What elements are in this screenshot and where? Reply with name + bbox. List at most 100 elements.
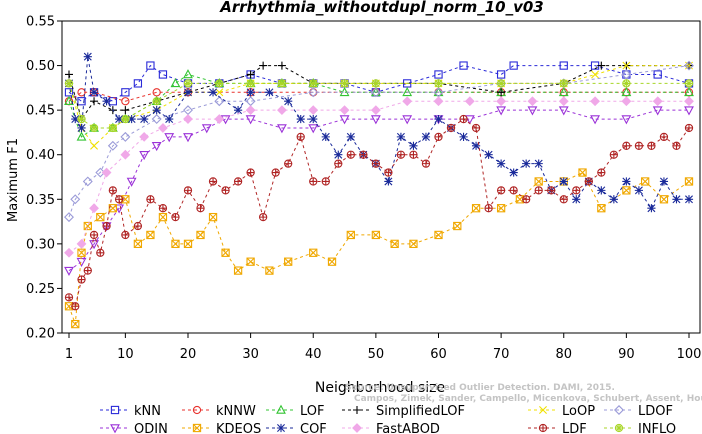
legend-marker xyxy=(539,406,547,414)
data-point xyxy=(284,97,293,106)
legend-marker xyxy=(538,423,548,433)
data-point xyxy=(308,105,319,116)
data-point xyxy=(471,141,481,150)
data-point xyxy=(558,96,569,107)
data-point xyxy=(396,150,406,159)
data-point xyxy=(89,88,99,97)
data-point xyxy=(158,123,168,133)
data-point xyxy=(215,88,224,97)
data-point xyxy=(621,69,632,80)
data-point xyxy=(597,186,606,195)
data-point xyxy=(421,159,431,168)
data-point xyxy=(684,195,694,204)
data-point xyxy=(621,96,632,107)
data-point xyxy=(208,177,218,186)
data-point xyxy=(246,257,255,266)
data-point xyxy=(597,204,606,213)
data-point xyxy=(471,123,481,133)
data-point xyxy=(215,79,224,88)
data-point xyxy=(108,186,117,195)
data-point xyxy=(70,194,81,205)
data-point xyxy=(158,204,168,213)
data-point xyxy=(459,61,468,70)
data-point xyxy=(133,239,143,249)
data-point xyxy=(653,70,662,79)
data-point xyxy=(534,186,543,195)
data-point xyxy=(201,124,212,134)
data-point xyxy=(89,203,99,214)
source-watermark: Source: Unsupervised Outlier Detection. … xyxy=(345,383,702,405)
data-point xyxy=(127,114,136,124)
data-point xyxy=(496,96,507,107)
y-tick-label: 0.30 xyxy=(26,237,55,252)
y-axis-label: Maximum F1 xyxy=(6,138,21,222)
data-point xyxy=(590,115,600,125)
data-point xyxy=(246,88,255,97)
data-point xyxy=(309,114,318,124)
data-point xyxy=(64,79,74,88)
legend-marker xyxy=(276,423,286,433)
data-point xyxy=(672,195,681,204)
data-point xyxy=(164,133,175,143)
data-point xyxy=(496,204,506,213)
data-point xyxy=(496,186,506,195)
data-point xyxy=(684,123,694,133)
data-point xyxy=(309,79,318,88)
legend-label: kNNW xyxy=(216,404,256,419)
data-point xyxy=(183,69,193,79)
data-point xyxy=(384,168,393,177)
data-point xyxy=(509,186,518,195)
data-point xyxy=(434,70,443,79)
data-point xyxy=(334,159,343,168)
x-tick-label: 60 xyxy=(430,347,447,362)
legend-label: SimplifiedLOF xyxy=(376,404,465,419)
data-point xyxy=(527,96,538,107)
data-point xyxy=(82,176,93,187)
data-point xyxy=(496,70,506,79)
data-point xyxy=(171,239,180,249)
data-point xyxy=(101,167,112,178)
data-point xyxy=(484,204,493,213)
legend-marker xyxy=(276,404,286,414)
data-point xyxy=(622,186,631,195)
data-point xyxy=(597,168,606,177)
data-point xyxy=(102,221,111,231)
y-tick-label: 0.50 xyxy=(26,59,55,74)
data-point xyxy=(246,79,255,88)
data-point xyxy=(77,248,86,257)
data-point xyxy=(659,195,669,204)
data-point xyxy=(402,115,413,125)
series-fastabod xyxy=(64,96,694,258)
legend-item-lof: LOF xyxy=(266,404,325,419)
data-point xyxy=(171,212,180,222)
data-point xyxy=(108,123,117,133)
data-point xyxy=(652,106,663,116)
data-point xyxy=(359,150,368,159)
data-point xyxy=(496,106,507,116)
data-point xyxy=(121,114,130,124)
chart-title: Arrhythmia_withoutdupl_norm_10_v03 xyxy=(219,0,543,16)
data-point xyxy=(96,212,105,222)
y-tick-label: 0.20 xyxy=(26,327,55,342)
data-point xyxy=(114,195,124,204)
data-point xyxy=(214,96,225,107)
data-point xyxy=(233,266,243,275)
data-point xyxy=(652,96,663,107)
legend-marker xyxy=(614,423,624,433)
data-point xyxy=(183,133,193,143)
data-point xyxy=(296,132,305,142)
legend-item-inflo: INFLO xyxy=(604,422,676,434)
data-point xyxy=(120,149,131,160)
series-line xyxy=(68,91,689,102)
legend-item-ldof: LDOF xyxy=(604,404,673,419)
data-point xyxy=(459,114,468,124)
data-point xyxy=(121,106,130,115)
data-point xyxy=(421,132,431,141)
data-point xyxy=(522,159,531,168)
data-point xyxy=(146,61,155,70)
series-inflo xyxy=(64,79,694,133)
legend-marker xyxy=(614,405,624,415)
series-cof xyxy=(64,52,694,213)
legend-marker xyxy=(110,424,120,434)
